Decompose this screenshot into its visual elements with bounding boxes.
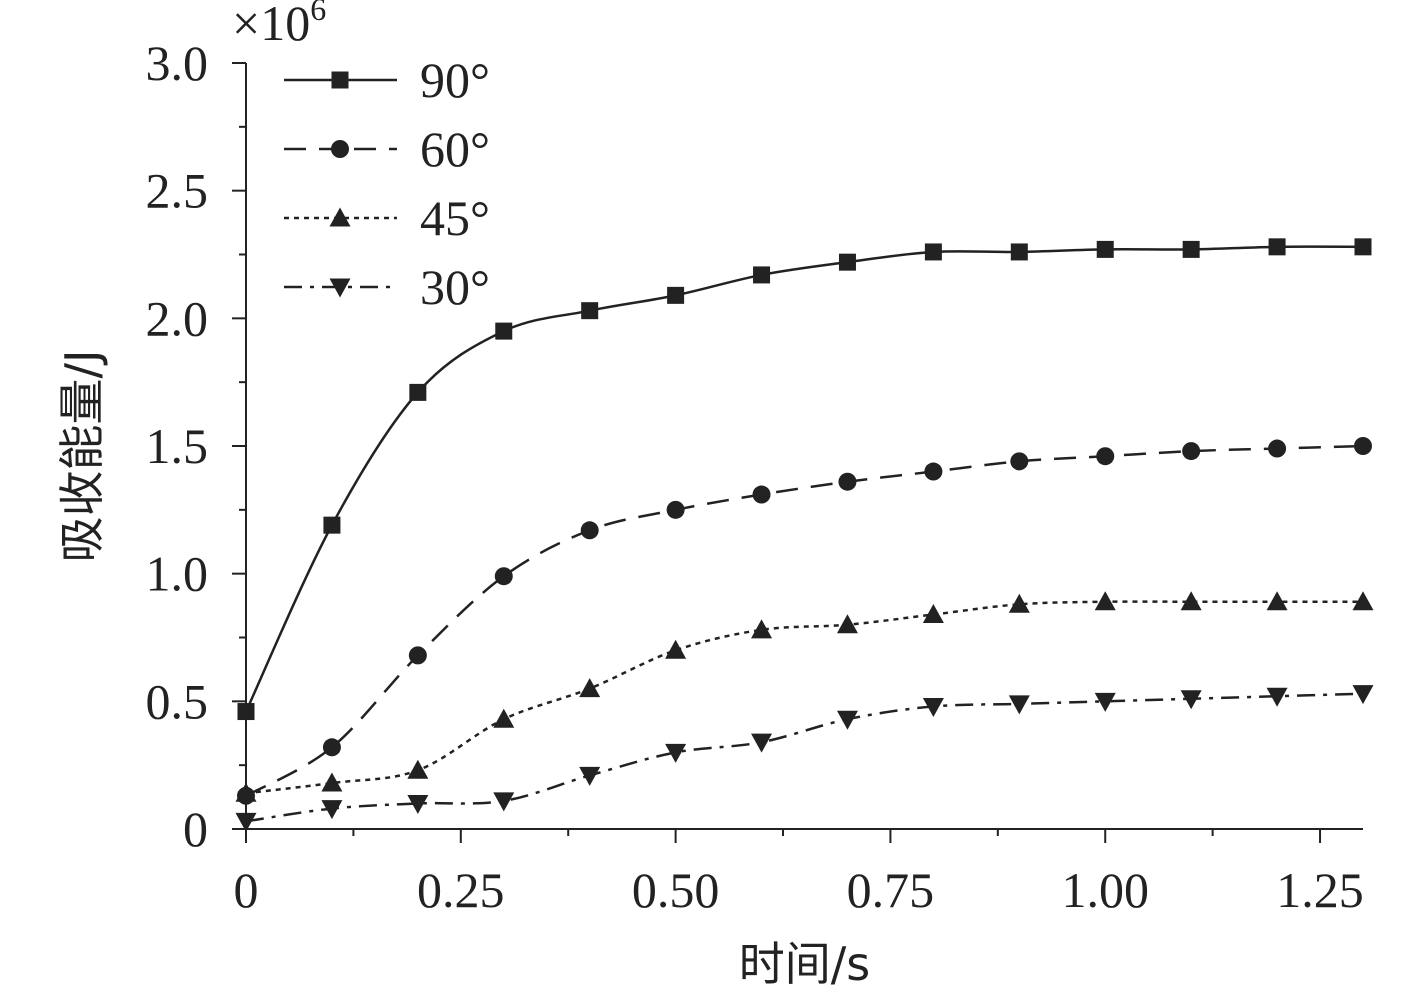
series-point [1180, 591, 1202, 611]
legend-item: 60° [284, 121, 490, 177]
series-point [1354, 238, 1372, 256]
series-point [1008, 593, 1030, 613]
series-point [321, 772, 343, 792]
series-point [667, 286, 685, 304]
series-point [751, 619, 773, 639]
series-point [665, 743, 687, 763]
series-point [838, 472, 857, 491]
y-multiplier-base: ×10 [232, 0, 310, 51]
y-tick-label: 0 [183, 801, 208, 857]
y-tick-label: 1.0 [146, 546, 209, 602]
x-tick-label: 0.25 [417, 862, 505, 918]
x-tick-label: 1.25 [1276, 862, 1364, 918]
series-point [1010, 452, 1029, 471]
series-point [836, 710, 858, 730]
x-tick-label: 0 [234, 862, 259, 918]
legend: 90° 60° 45° 30° [284, 52, 490, 315]
legend-swatch-marker [329, 207, 351, 227]
series-3 [235, 685, 1374, 832]
series-point [1096, 447, 1115, 466]
series-point [581, 302, 599, 320]
series-point [924, 243, 942, 261]
series-point [1352, 591, 1374, 611]
series-point [922, 604, 944, 624]
axes: 0 0.5 1.0 1.5 2.0 2.5 3.0 0 0.25 0.50 0.75 1.00 1.25 [146, 35, 1364, 918]
series-point [1010, 243, 1028, 261]
series-point [579, 678, 601, 698]
legend-label: 60° [420, 121, 490, 177]
y-tick-label: 0.5 [146, 673, 209, 729]
series-point [751, 733, 773, 753]
series-point [753, 266, 771, 284]
legend-swatch-marker [329, 278, 351, 298]
legend-label: 45° [420, 190, 490, 246]
legend-swatch-marker [331, 71, 349, 89]
series-point [1354, 437, 1372, 455]
series-point [838, 253, 856, 271]
series-point [1094, 692, 1116, 712]
legend-item: 30° [284, 259, 490, 315]
y-tick-label: 2.0 [146, 290, 209, 346]
series-point [924, 462, 943, 481]
legend-item: 90° [284, 52, 490, 108]
series-point [1268, 439, 1287, 458]
series-point [1352, 685, 1374, 705]
series-line [245, 692, 1364, 823]
series-point [494, 567, 513, 586]
series-point [495, 322, 513, 340]
series-line [245, 600, 1363, 795]
x-tick-label: 1.00 [1061, 862, 1149, 918]
series-point [922, 697, 944, 717]
series-point [1180, 690, 1202, 710]
legend-label: 90° [420, 52, 490, 108]
series-point [321, 800, 343, 820]
y-tick-label: 3.0 [146, 35, 209, 91]
series-0 [237, 238, 1372, 721]
series-1 [237, 437, 1372, 805]
series-point [235, 782, 257, 802]
series-point [580, 521, 599, 540]
series-point [408, 646, 427, 665]
series-point [1266, 687, 1288, 707]
series-point [235, 812, 257, 832]
series-point [409, 383, 427, 401]
legend-swatch-marker [331, 140, 349, 158]
series-layer [235, 238, 1374, 832]
x-axis-title: 时间/s [739, 937, 870, 990]
series-point [1266, 591, 1288, 611]
series-point [1096, 240, 1114, 258]
series-point [323, 516, 341, 534]
series-point [665, 639, 687, 659]
y-multiplier-exponent: 6 [310, 0, 326, 27]
x-tick-label: 0.75 [847, 862, 935, 918]
series-point [1268, 238, 1286, 256]
series-2 [235, 591, 1374, 802]
series-point [752, 485, 771, 504]
series-point [407, 759, 429, 779]
legend-item: 45° [284, 190, 490, 246]
series-point [666, 500, 685, 519]
series-point [1182, 240, 1200, 258]
legend-label: 30° [420, 259, 490, 315]
series-point [836, 614, 858, 634]
series-point [322, 738, 341, 757]
series-line [244, 245, 1364, 713]
series-point [493, 792, 515, 812]
series-point [1182, 442, 1201, 461]
y-multiplier: ×106 [232, 0, 326, 51]
x-tick-label: 0.50 [632, 862, 720, 918]
series-point [237, 703, 255, 721]
series-line [245, 444, 1364, 797]
y-tick-label: 1.5 [146, 418, 209, 474]
series-point [407, 794, 429, 814]
series-point [1008, 695, 1030, 715]
y-tick-label: 2.5 [146, 163, 209, 219]
series-point [1094, 591, 1116, 611]
series-point [493, 708, 515, 728]
series-point [579, 766, 601, 786]
y-axis-title: 吸收能量/J [55, 349, 109, 562]
